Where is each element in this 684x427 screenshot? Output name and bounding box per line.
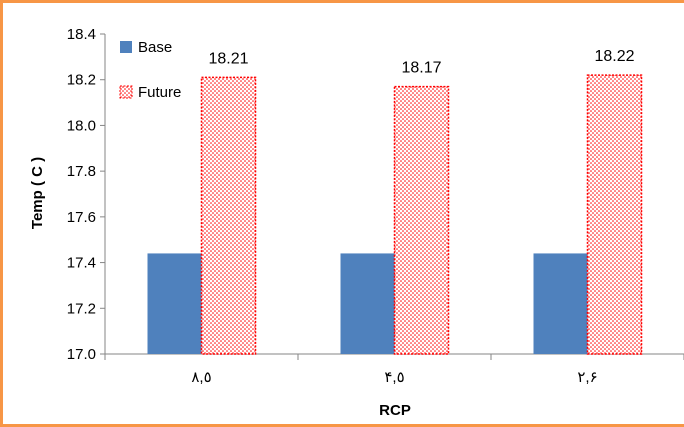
bar-base <box>340 253 395 354</box>
data-label: 18.22 <box>594 48 634 65</box>
legend-label: Future <box>138 84 181 101</box>
legend: Base Future <box>119 39 181 101</box>
bar-base <box>147 253 202 354</box>
bar-base <box>533 253 588 354</box>
legend-swatch-future <box>119 85 133 99</box>
y-tick-label: 17.0 <box>67 346 96 363</box>
y-tick-label: 18.2 <box>67 72 96 89</box>
bar-future <box>200 76 257 355</box>
x-axis-title: RCP <box>379 402 411 419</box>
data-label: 18.21 <box>208 50 248 67</box>
x-tick-label: ۴,٥ <box>384 369 404 386</box>
legend-swatch-base <box>120 41 132 53</box>
data-label: 18.17 <box>401 60 441 77</box>
y-tick-label: 17.2 <box>67 300 96 317</box>
x-tick-label: ٢,۶ <box>577 369 597 386</box>
x-tick-label: ٨,٥ <box>191 369 211 386</box>
legend-label: Base <box>138 39 172 56</box>
y-tick-label: 17.6 <box>67 209 96 226</box>
bar-future <box>586 74 643 355</box>
y-tick-label: 18.0 <box>67 117 96 134</box>
y-axis-title: Temp ( C ) <box>29 157 46 229</box>
y-tick-label: 17.4 <box>67 255 96 272</box>
bar-future <box>393 85 450 355</box>
y-tick-label: 18.4 <box>67 26 96 43</box>
y-tick-label: 17.8 <box>67 163 96 180</box>
